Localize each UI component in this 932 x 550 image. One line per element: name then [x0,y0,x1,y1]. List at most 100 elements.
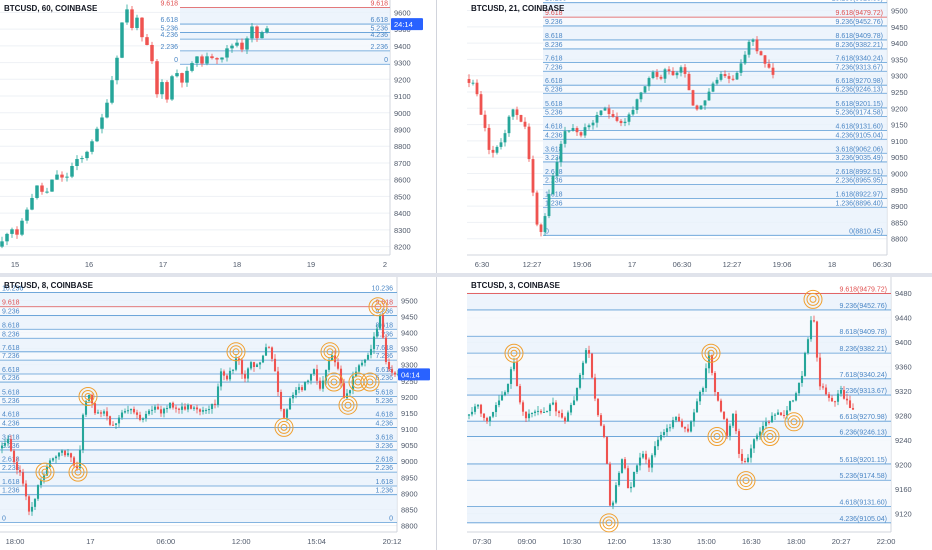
candle-body [171,402,175,408]
candle-body [679,67,683,73]
candle-body [363,359,367,363]
candle-body [35,185,39,198]
y-tick-label: 9250 [891,88,908,97]
fib-level-label: 5.236 [545,110,563,117]
chart-panel-btcusd-3[interactable]: 9120 9160 9200 9240 9280 9320 9360 9400 9440 9480… [467,277,932,550]
chart-btcusd-21[interactable]: 8800 8850 8900 8950 9000 9050 9100 9150 9200 9250… [467,0,932,273]
x-tick-label: 06:30 [873,260,892,269]
fib-level-label: 8.236 [545,42,563,49]
candle-body [66,453,70,456]
candle-body [851,408,855,410]
y-tick-label: 8800 [891,235,908,244]
chart-title: BTCUSD, 60, COINBASE [4,4,98,13]
candle-body [764,421,768,426]
chart-panel-btcusd-8[interactable]: 8800 8850 8900 8950 9000 9050 9100 9150 9200 9250… [0,277,436,550]
fib-level-label: 5.236 [2,398,20,405]
candle-body [33,498,37,507]
fib-band [543,107,887,117]
candle-body [569,404,573,413]
candle-body [153,406,157,410]
fib-level-value-label: 9.618(9479.72) [836,10,883,17]
candle-body [695,105,699,110]
fib-level-value-label: 1.236(8896.40) [836,200,883,207]
candle-body [230,45,234,49]
fib-level-value-label: 3.618(9062.06) [836,146,883,153]
candle-body [467,78,471,83]
candle-body [743,460,747,462]
candle-body [479,404,483,414]
candle-body [758,431,762,436]
fib-level-value-label: 6.618 [370,17,388,24]
candle-body [204,410,208,412]
candle-body [710,354,714,373]
candle-body [25,209,29,221]
candle-body [24,483,28,497]
candle-body [318,380,322,389]
candle-body [170,76,174,100]
candle-body [506,383,510,393]
fib-level-value-label: 1.618 [375,479,393,486]
candle-body [216,386,220,405]
y-tick-label: 8900 [891,202,908,211]
fib-level-label: 9.618 [160,0,178,7]
candle-body [605,437,609,464]
candle-body [788,401,792,411]
chart-panel-btcusd-60[interactable]: 8200 8300 8400 8500 8600 8700 8800 8900 9000 9100… [0,0,436,273]
chart-btcusd-3[interactable]: 9120 9160 9200 9240 9280 9320 9360 9400 9440 9480… [467,277,932,550]
marker-ring [707,426,727,446]
y-tick-label: 8300 [394,226,411,235]
candle-body [782,414,786,416]
fib-level-label: 10.236 [2,286,24,293]
candle-body [476,404,480,407]
candle-body [80,158,84,160]
candle-body [195,56,199,64]
x-tick-label: 19 [307,260,315,269]
candle-body [75,159,79,166]
candle-body [699,105,703,110]
candle-body [354,371,358,377]
fib-level-value-label: 5.236(9174.58) [836,110,883,117]
candle-body [348,390,352,394]
candle-body [692,412,696,422]
markers [35,297,388,482]
marker-ring [736,471,756,491]
candle-body [351,376,355,391]
fib-level-label: 4.236 [160,32,178,39]
candle-body [728,425,732,436]
fib-level-value-label: 8.236(9382.21) [836,42,883,49]
candle-body [579,132,583,136]
candle-body [499,142,503,147]
candle-body [583,127,587,136]
fib-band [467,480,891,507]
fib-level-label: 8.236 [2,331,20,338]
fib-level-label: 5.618 [545,101,563,108]
candle-body [60,174,64,178]
chart-btcusd-8[interactable]: 8800 8850 8900 8950 9000 9050 9100 9150 9200 9250… [0,277,436,550]
candle-body [471,82,475,84]
candle-body [177,408,181,410]
marker-ring [78,387,98,407]
marker-ring [701,343,721,363]
candle-body [246,368,250,379]
marker-ring [739,474,753,488]
chart-btcusd-60[interactable]: 8200 8300 8400 8500 8600 8700 8800 8900 9000 9100… [0,0,436,273]
candle-body [643,86,647,93]
candle-body [150,44,154,62]
marker-ring [504,343,524,363]
marker-ring [41,468,49,476]
candle-body [575,387,579,401]
marker-ring [371,300,385,314]
y-tick-label: 9400 [891,39,908,48]
candle-body [512,362,516,370]
candle-body [147,410,151,414]
fib-level-label: 6.236 [545,86,563,93]
candle-body [210,56,214,59]
fib-level-value-label: 7.236 [375,353,393,360]
marker-ring [803,289,823,309]
fib-level-value-label: 5.618(9201.15) [840,457,887,464]
horizontal-divider[interactable] [0,273,932,277]
candle-body [839,389,843,394]
candle-body [555,162,559,176]
chart-panel-btcusd-21[interactable]: 8800 8850 8900 8950 9000 9050 9100 9150 9200 9250… [467,0,932,273]
fib-band [543,2,887,18]
